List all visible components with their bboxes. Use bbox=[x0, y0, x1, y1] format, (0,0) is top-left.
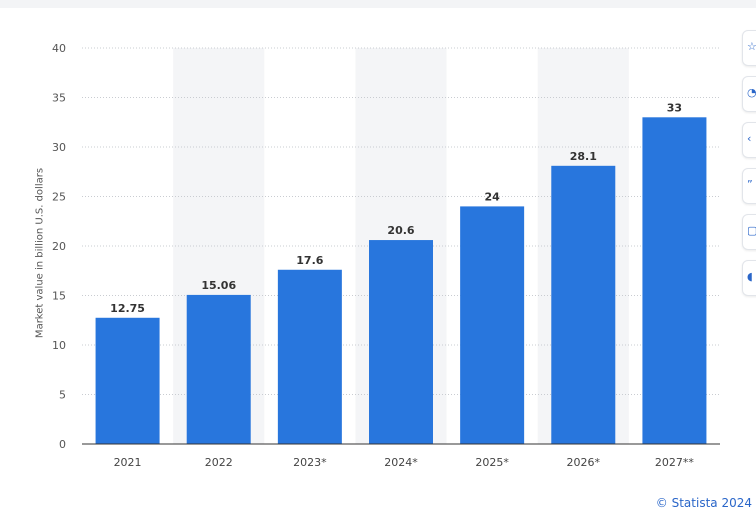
bar bbox=[551, 165, 616, 444]
x-tick-label: 2021 bbox=[114, 456, 142, 469]
data-label: 12.75 bbox=[110, 302, 145, 315]
data-label: 20.6 bbox=[387, 224, 414, 237]
data-label: 28.1 bbox=[570, 150, 597, 163]
y-tick-label: 40 bbox=[52, 42, 66, 55]
data-label: 33 bbox=[667, 101, 682, 114]
y-tick-label: 5 bbox=[59, 389, 66, 402]
bar bbox=[277, 269, 342, 444]
notification-button[interactable]: ◔ bbox=[742, 76, 756, 112]
print-icon: ▢ bbox=[747, 224, 756, 237]
y-tick-label: 30 bbox=[52, 141, 66, 154]
x-tick-label: 2027** bbox=[655, 456, 694, 469]
y-tick-label: 20 bbox=[52, 240, 66, 253]
share-icon: ‹ bbox=[747, 132, 752, 145]
y-tick-label: 35 bbox=[52, 92, 66, 105]
bell-icon: ◔ bbox=[747, 86, 756, 99]
x-tick-label: 2024* bbox=[384, 456, 418, 469]
cite-button[interactable]: ” bbox=[742, 168, 756, 204]
y-tick-label: 25 bbox=[52, 191, 66, 204]
x-tick-label: 2026* bbox=[567, 456, 601, 469]
star-icon: ☆ bbox=[747, 40, 756, 53]
y-tick-label: 10 bbox=[52, 339, 66, 352]
share-button[interactable]: ‹ bbox=[742, 122, 756, 158]
print-button[interactable]: ▢ bbox=[742, 214, 756, 250]
quote-icon: ” bbox=[747, 178, 753, 191]
bar bbox=[460, 206, 525, 444]
side-toolbar: ☆ ◔ ‹ ” ▢ ◖ bbox=[742, 30, 756, 296]
y-tick-label: 15 bbox=[52, 290, 66, 303]
data-label: 24 bbox=[484, 190, 500, 203]
y-axis-label: Market value in billion U.S. dollars bbox=[34, 167, 46, 339]
favorite-button[interactable]: ☆ bbox=[742, 30, 756, 66]
download-icon: ◖ bbox=[747, 270, 753, 283]
bar bbox=[369, 240, 433, 444]
data-label: 17.6 bbox=[296, 254, 323, 267]
bar bbox=[642, 117, 707, 445]
statista-credit-link[interactable]: © Statista 2024 bbox=[655, 496, 752, 510]
bar bbox=[95, 317, 160, 444]
data-label: 15.06 bbox=[201, 279, 236, 292]
x-tick-label: 2023* bbox=[293, 456, 327, 469]
download-button[interactable]: ◖ bbox=[742, 260, 756, 296]
y-tick-label: 0 bbox=[59, 438, 66, 451]
x-tick-label: 2022 bbox=[205, 456, 233, 469]
bar bbox=[186, 294, 251, 444]
chart-card: 0 5 10 15 20 25 30 35 40 12.75 2021 15.06 2022 17.6 20… bbox=[0, 8, 756, 516]
bar-chart: 0 5 10 15 20 25 30 35 40 12.75 2021 15.06 2022 17.6 20… bbox=[52, 42, 720, 469]
x-tick-label: 2025* bbox=[475, 456, 509, 469]
